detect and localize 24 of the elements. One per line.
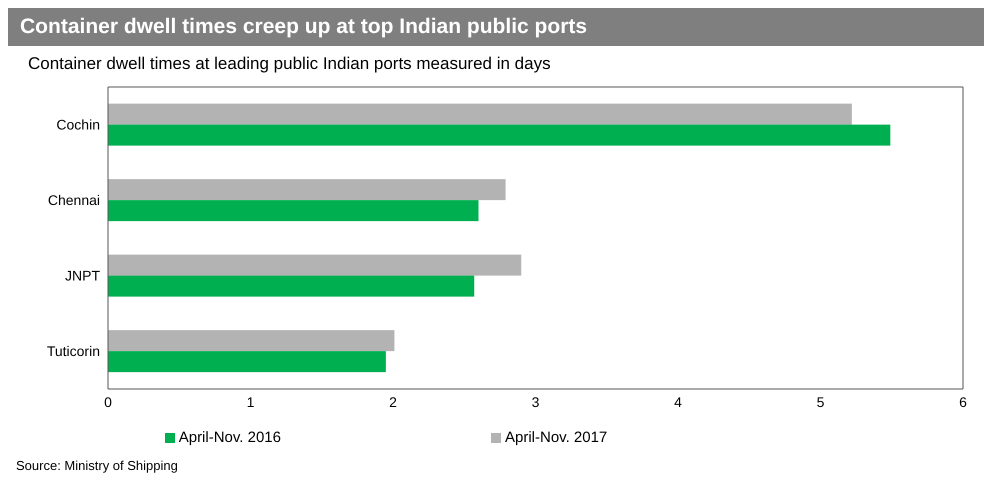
bar	[108, 200, 478, 222]
bar	[108, 330, 394, 352]
bar	[108, 124, 890, 146]
y-tick-label: Chennai	[48, 192, 100, 208]
chart-subtitle: Container dwell times at leading public Indian ports measured in days	[27, 53, 552, 75]
x-tick-label: 2	[389, 394, 398, 410]
x-tick-label: 3	[532, 394, 540, 410]
bar	[108, 276, 474, 297]
x-tick-label: 6	[959, 394, 968, 410]
y-tick-label: JNPT	[65, 268, 100, 284]
bar	[108, 179, 506, 200]
y-tick-label: Cochin	[56, 116, 100, 133]
x-tick-label: 1	[246, 394, 255, 410]
x-tick-label: 5	[816, 394, 825, 410]
bar	[108, 254, 522, 276]
chart-title: Container dwell times creep up at top Indian public ports	[8, 8, 984, 46]
legend-label: April-Nov. 2016	[178, 429, 281, 446]
x-tick-label: 4	[674, 394, 682, 410]
bar	[108, 351, 386, 372]
legend-label: April-Nov. 2017	[505, 429, 608, 446]
bar	[108, 104, 852, 125]
x-tick-label: 0	[104, 394, 112, 410]
source-note: Source: Ministry of Shipping	[15, 457, 179, 475]
y-tick-label: Tuticorin	[46, 343, 100, 360]
